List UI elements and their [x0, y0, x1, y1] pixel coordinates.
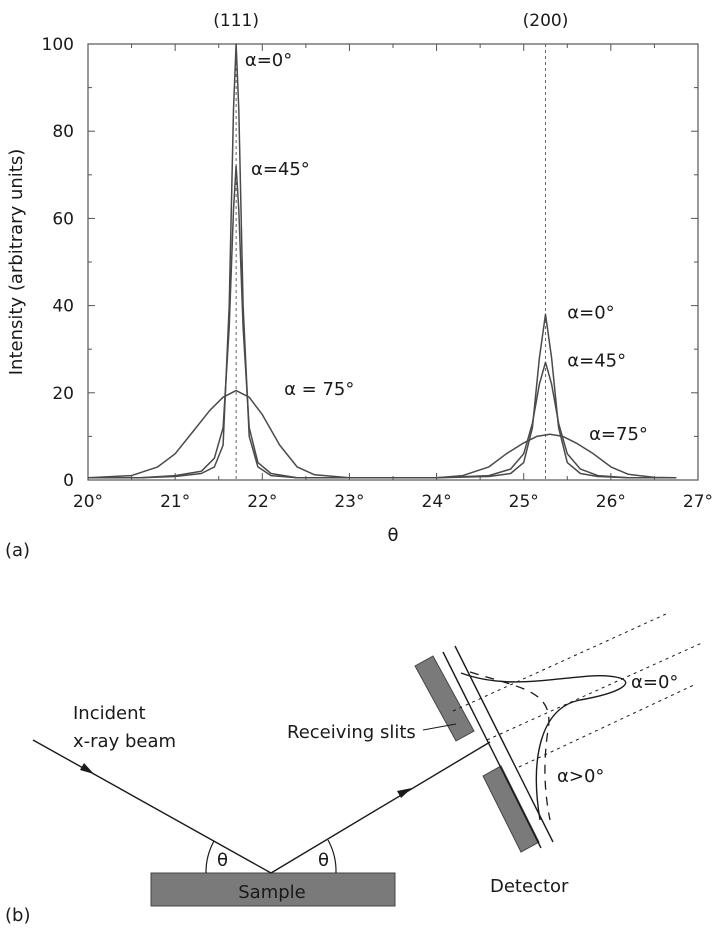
curve-annotation: α=45°	[567, 351, 626, 372]
y-tick-label: 0	[63, 471, 74, 491]
guide-dotted-1	[452, 613, 667, 712]
detector-line-1	[442, 651, 542, 849]
x-tick-label: 23°	[334, 492, 364, 512]
x-tick-label: 26°	[596, 492, 626, 512]
incident-arrowhead	[80, 763, 94, 774]
curve-annotation: α=45°	[251, 159, 310, 180]
xray-geometry-diagram: Sample Incident x-ray beam θ θ Receiving…	[32, 613, 705, 907]
series-line	[88, 43, 677, 479]
curves	[87, 43, 677, 479]
x-tick-label: 25°	[509, 492, 539, 512]
guide-dotted-2	[486, 641, 705, 741]
receiving-slit-lower	[482, 765, 540, 853]
x-tick-label: 24°	[422, 492, 452, 512]
y-tick-label: 100	[42, 35, 74, 55]
x-tick-label: 22°	[247, 492, 277, 512]
curve-annotations: α=0° α=45° α = 75° α=0° α=45° α=75°	[245, 50, 648, 445]
receiving-slits-leader	[422, 723, 457, 731]
reference-line-label: (111)	[213, 11, 259, 31]
y-tick-label: 60	[52, 209, 74, 229]
reference-lines: (111) (200)	[213, 11, 568, 480]
reference-line-label: (200)	[523, 11, 569, 31]
profile-alpha-positive	[469, 671, 551, 821]
incident-beam	[32, 739, 272, 874]
detector-line-2	[454, 645, 554, 843]
y-tick-label: 20	[52, 384, 74, 404]
theta-arc-left	[205, 840, 215, 874]
receiving-slits-label: Receiving slits	[287, 722, 416, 743]
sample-block	[150, 872, 396, 907]
x-tick-label: 20°	[73, 492, 103, 512]
incident-label-line1: Incident	[73, 703, 146, 724]
panel-a-label: (a)	[5, 540, 30, 561]
x-tick-label: 27°	[683, 492, 713, 512]
alpha-zero-label: α=0°	[631, 672, 678, 693]
series-line	[87, 389, 677, 479]
x-axis-title: θ	[387, 525, 398, 546]
profile-alpha-zero	[460, 672, 627, 821]
theta-right-label: θ	[318, 850, 329, 871]
incident-label-line2: x-ray beam	[73, 731, 176, 752]
theta-arc-right	[327, 839, 337, 874]
curve-annotation: α=0°	[567, 303, 614, 324]
receiving-slit-upper	[414, 655, 475, 742]
plot-frame	[87, 43, 699, 481]
panel-b-label: (b)	[5, 905, 30, 926]
axis-ticks: 20° 21° 22° 23° 24° 25° 26° 27° 0 20 40 60 80 100	[42, 35, 714, 512]
detector-label: Detector	[490, 876, 569, 897]
diffraction-chart: (111) (200) 20° 21° 22° 23° 24° 25° 26° 27° 0 20 40…	[6, 11, 713, 546]
x-tick-label: 21°	[160, 492, 190, 512]
alpha-positive-label: α>0°	[557, 766, 604, 787]
curve-annotation: α=0°	[245, 50, 292, 71]
diffracted-beam	[270, 741, 491, 874]
y-axis-title: Intensity (arbitrary units)	[6, 149, 27, 376]
series-line	[88, 165, 677, 479]
curve-annotation: α=75°	[589, 424, 648, 445]
diffracted-arrowhead	[397, 788, 412, 798]
theta-left-label: θ	[217, 850, 228, 871]
y-tick-label: 80	[52, 122, 74, 142]
sample-label: Sample	[238, 882, 306, 903]
guide-dotted-3	[518, 683, 697, 768]
y-tick-label: 40	[52, 297, 74, 317]
curve-annotation: α = 75°	[284, 379, 354, 400]
